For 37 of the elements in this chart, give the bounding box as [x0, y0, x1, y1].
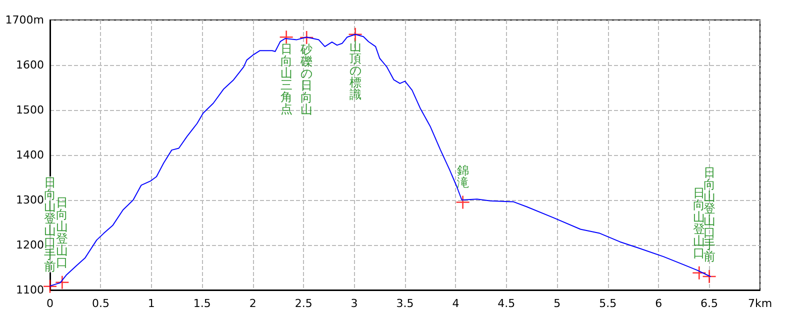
x-tick-label: 0.5	[92, 297, 110, 310]
point	[279, 30, 294, 44]
x-tick-label: 1	[148, 297, 155, 310]
x-tick-label: 5.5	[599, 297, 617, 310]
point	[55, 275, 70, 290]
y-tick-label: 1400	[16, 148, 44, 162]
x-tick-label: 5	[554, 297, 561, 310]
x-tick-label: 3.5	[396, 297, 414, 310]
y-tick-label: 1100	[16, 284, 44, 296]
x-tick-label: 0	[46, 297, 54, 310]
point	[348, 27, 362, 42]
x-tick-label: 6	[655, 297, 662, 310]
x-tick-label: 6.5	[700, 297, 718, 310]
annotation: 錦滝	[456, 163, 469, 190]
point	[456, 195, 470, 210]
annotation: 日向山三角点	[280, 42, 292, 116]
x-tick-label: 3	[350, 297, 358, 310]
point	[702, 269, 716, 284]
x-tick-label: 1.5	[193, 297, 211, 310]
y-tick-label: 1500	[16, 104, 44, 116]
annotation: 山頂の標識	[349, 39, 362, 102]
x-tick-label: 4	[452, 297, 460, 310]
x-tick-label: 7km	[748, 297, 772, 310]
x-tick-label: 2	[249, 297, 256, 310]
point	[692, 266, 706, 280]
annotation: 日向山登山口	[56, 195, 68, 270]
y-tick-label: 1700m	[5, 14, 44, 26]
y-tick-label: 1600	[16, 58, 44, 72]
x-tick-label: 4.5	[498, 297, 516, 310]
annotation: 砂礫の日向山	[300, 42, 313, 117]
annotation: 日向山登山口手前	[44, 175, 56, 274]
point	[299, 30, 314, 45]
annotation: 日向山登山口手前	[703, 166, 716, 264]
y-tick-label: 1200	[16, 238, 44, 252]
x-tick-label: 2.5	[294, 297, 312, 310]
point	[42, 279, 58, 294]
y-tick-label: 1300	[16, 194, 44, 206]
